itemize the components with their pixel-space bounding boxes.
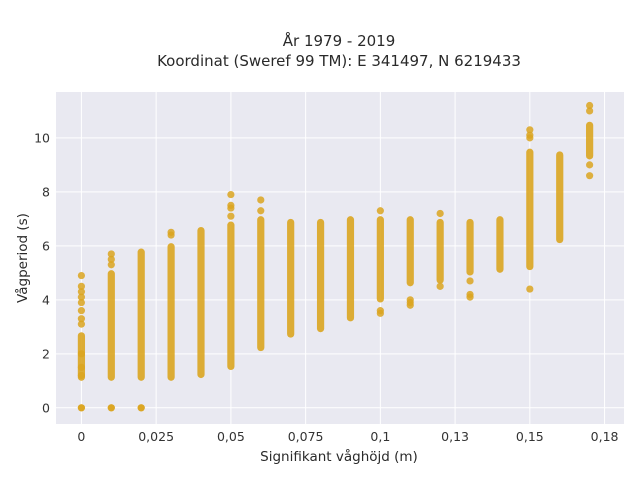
x-tick-label: 0 xyxy=(77,429,85,444)
point-band xyxy=(257,216,265,352)
data-point xyxy=(107,255,115,263)
y-tick-label: 0 xyxy=(42,400,50,415)
data-points xyxy=(77,101,594,412)
point-band xyxy=(586,121,594,160)
point-band xyxy=(137,248,145,381)
point-band xyxy=(496,216,504,273)
x-tick-label: 0,18 xyxy=(591,429,619,444)
data-point xyxy=(77,371,86,380)
data-point xyxy=(376,307,384,315)
data-point xyxy=(77,293,86,301)
point-band xyxy=(197,226,205,379)
point-band xyxy=(436,218,444,284)
y-axis-label: Vågperiod (s) xyxy=(14,213,31,303)
data-point xyxy=(77,315,86,323)
data-point xyxy=(526,126,534,134)
data-point xyxy=(77,282,86,290)
point-band xyxy=(346,216,355,322)
data-point xyxy=(107,261,115,269)
data-point xyxy=(436,282,444,290)
data-point xyxy=(77,288,86,296)
data-point xyxy=(227,212,235,220)
data-point xyxy=(257,207,265,215)
x-tick-label: 0,15 xyxy=(516,429,544,444)
y-tick-label: 2 xyxy=(42,346,50,361)
point-band xyxy=(107,270,115,381)
x-axis-label: Signifikant våghöjd (m) xyxy=(260,448,418,465)
data-point xyxy=(77,350,86,358)
data-point xyxy=(586,161,594,169)
y-axis-ticks: 0 2 4 6 8 10 xyxy=(34,130,50,415)
x-axis-ticks: 0 0,025 0,05 0,075 0,1 0,13 0,15 0,18 xyxy=(77,429,618,444)
data-point xyxy=(466,290,474,299)
chart-subtitle: Koordinat (Sweref 99 TM): E 341497, N 62… xyxy=(157,52,521,70)
point-band xyxy=(406,216,414,287)
data-point xyxy=(107,404,115,412)
data-point xyxy=(436,209,444,218)
x-tick-label: 0,075 xyxy=(288,429,324,444)
y-tick-label: 10 xyxy=(34,130,50,145)
data-point xyxy=(406,296,414,304)
point-band xyxy=(466,218,474,276)
point-band xyxy=(227,221,235,371)
data-point xyxy=(77,307,86,315)
data-point xyxy=(227,201,235,209)
y-tick-label: 4 xyxy=(42,292,50,307)
data-point xyxy=(586,101,594,110)
data-point xyxy=(167,228,175,236)
data-point xyxy=(77,298,86,307)
data-point xyxy=(586,172,594,180)
x-tick-label: 0,05 xyxy=(217,429,245,444)
data-point xyxy=(107,250,115,258)
data-point xyxy=(137,404,145,412)
point-band xyxy=(376,216,384,303)
data-point xyxy=(586,107,594,115)
data-point xyxy=(77,320,86,328)
data-point xyxy=(376,207,384,215)
x-tick-label: 0,025 xyxy=(138,429,174,444)
point-band xyxy=(316,218,325,333)
point-band xyxy=(287,218,295,338)
data-point xyxy=(526,285,534,293)
point-band xyxy=(526,148,534,271)
data-point xyxy=(77,271,86,280)
data-point xyxy=(257,196,265,204)
data-point xyxy=(227,190,235,199)
y-tick-label: 6 xyxy=(42,238,50,253)
data-point xyxy=(77,363,86,371)
data-point xyxy=(466,277,474,285)
point-band xyxy=(167,243,175,381)
data-point xyxy=(77,404,86,412)
data-point xyxy=(526,131,534,139)
x-tick-label: 0,1 xyxy=(370,429,390,444)
y-tick-label: 8 xyxy=(42,184,50,199)
point-band xyxy=(556,151,564,244)
chart-title: År 1979 - 2019 xyxy=(283,31,396,50)
x-tick-label: 0,13 xyxy=(441,429,469,444)
